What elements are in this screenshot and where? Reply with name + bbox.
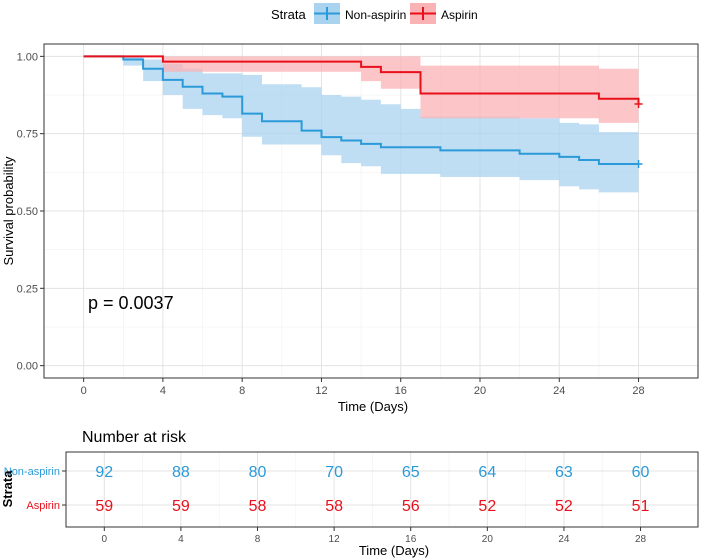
legend-label-non-aspirin: Non-aspirin [345, 8, 406, 22]
y-tick-label: 1.00 [17, 51, 38, 63]
x-tick-label: 16 [395, 385, 407, 397]
risk-x-tick-label: 8 [255, 534, 261, 545]
survival-plot: 0 4 8 12 16 20 24 28 0.00 0.25 0.50 0.75 1.00 p = 0… [1, 43, 699, 414]
y-axis-ticks: 0.00 0.25 0.50 0.75 1.00 [17, 51, 44, 373]
risk-x-tick-label: 24 [558, 534, 570, 545]
risk-table-y-label: Strata [0, 470, 15, 508]
risk-count-aspirin: 59 [172, 498, 190, 515]
ci-band-aspirin [83, 56, 639, 123]
risk-table-x-label: Time (Days) [359, 543, 429, 558]
survival-curves [83, 55, 643, 168]
risk-count-non-aspirin: 70 [325, 464, 343, 481]
risk-table-gridlines [66, 452, 698, 527]
survival-line-non-aspirin [83, 55, 639, 165]
risk-table-x-ticks: 0 4 8 12 16 20 24 28 [102, 527, 647, 545]
x-tick-label: 28 [632, 385, 644, 397]
risk-count-aspirin: 58 [325, 498, 343, 515]
risk-table-cells: 92 88 80 70 65 64 63 60 59 59 58 58 56 52 52 51 [95, 464, 649, 515]
legend-title: Strata [271, 7, 306, 22]
ci-band-non-aspirin [83, 56, 639, 193]
risk-count-non-aspirin: 60 [632, 464, 650, 481]
x-tick-label: 24 [553, 385, 565, 397]
x-tick-label: 4 [160, 385, 166, 397]
y-tick-label: 0.50 [17, 206, 38, 218]
x-tick-label: 8 [239, 385, 245, 397]
x-tick-label: 20 [474, 385, 486, 397]
survival-line-aspirin [83, 55, 640, 104]
legend: Strata Non-aspirin Aspirin [271, 3, 478, 24]
risk-table-row-labels: Non-aspirin Aspirin [4, 466, 66, 512]
risk-x-tick-label: 4 [178, 534, 184, 545]
risk-count-aspirin: 52 [478, 498, 496, 515]
y-tick-label: 0.25 [17, 283, 38, 295]
risk-count-non-aspirin: 63 [555, 464, 573, 481]
risk-x-tick-label: 28 [635, 534, 647, 545]
risk-row-label-aspirin: Aspirin [26, 500, 60, 512]
risk-count-non-aspirin: 88 [172, 464, 190, 481]
y-tick-label: 0.00 [17, 361, 38, 373]
risk-count-aspirin: 59 [95, 498, 113, 515]
risk-x-tick-label: 16 [405, 534, 417, 545]
x-axis-ticks: 0 4 8 12 16 20 24 28 [81, 378, 645, 397]
risk-x-tick-label: 12 [329, 534, 341, 545]
y-axis-label: Survival probability [1, 156, 16, 266]
risk-count-aspirin: 58 [249, 498, 267, 515]
p-value-annotation: p = 0.0037 [88, 293, 174, 313]
confidence-bands [83, 56, 639, 193]
y-tick-label: 0.75 [17, 129, 38, 141]
risk-count-non-aspirin: 64 [478, 464, 496, 481]
risk-count-aspirin: 56 [402, 498, 420, 515]
risk-count-non-aspirin: 65 [402, 464, 420, 481]
risk-table-title: Number at risk [82, 429, 187, 446]
risk-count-non-aspirin: 92 [95, 464, 113, 481]
risk-count-aspirin: 52 [555, 498, 573, 515]
legend-label-aspirin: Aspirin [441, 8, 478, 22]
x-axis-label: Time (Days) [338, 399, 408, 414]
risk-table-border [65, 451, 699, 528]
risk-count-aspirin: 51 [632, 498, 650, 515]
risk-x-tick-label: 20 [482, 534, 494, 545]
risk-row-label-non-aspirin: Non-aspirin [4, 466, 60, 478]
x-tick-label: 0 [81, 385, 87, 397]
x-tick-label: 12 [315, 385, 327, 397]
risk-x-tick-label: 0 [102, 534, 108, 545]
risk-count-non-aspirin: 80 [249, 464, 267, 481]
